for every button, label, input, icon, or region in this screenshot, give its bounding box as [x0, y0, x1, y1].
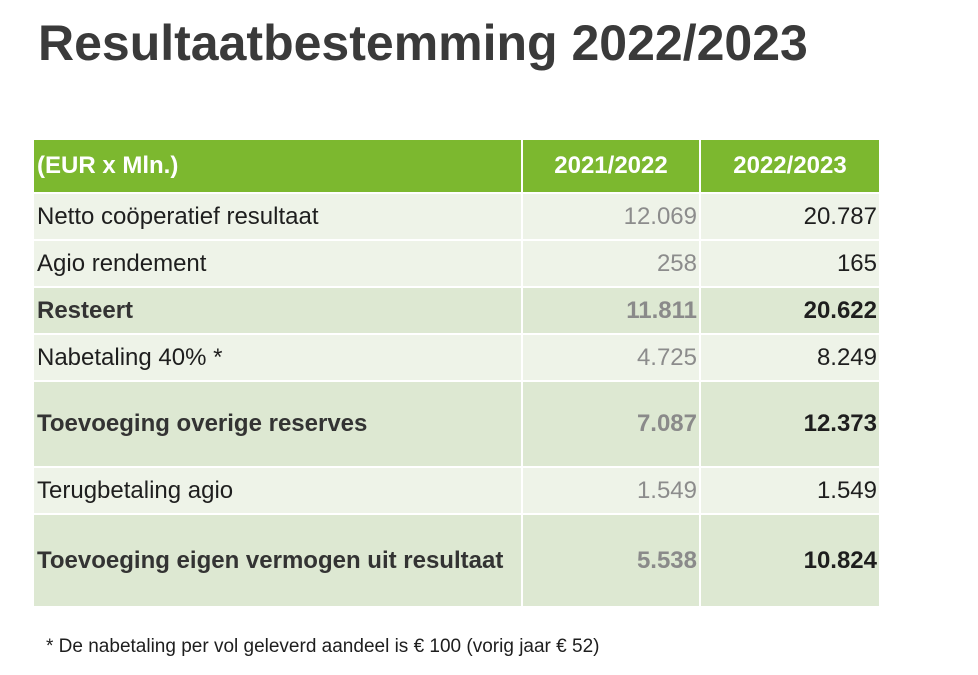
row-value-2021-2022: 11.811 [522, 286, 701, 334]
header-year-2022-2023: 2022/2023 [700, 140, 879, 193]
row-label: Netto coöperatief resultaat [34, 192, 523, 240]
table-row-subtotal: Toevoeging overige reserves 7.087 12.373 [34, 380, 879, 467]
row-value-2022-2023: 10.824 [700, 513, 879, 606]
row-label: Agio rendement [34, 239, 523, 287]
row-value-2022-2023: 1.549 [700, 466, 879, 514]
row-value-2021-2022: 4.725 [522, 333, 701, 381]
table-header-row: (EUR x Mln.) 2021/2022 2022/2023 [34, 140, 879, 193]
row-value-2021-2022: 1.549 [522, 466, 701, 514]
table-row: Netto coöperatief resultaat 12.069 20.78… [34, 192, 879, 240]
row-value-2022-2023: 12.373 [700, 380, 879, 467]
row-value-2021-2022: 5.538 [522, 513, 701, 606]
row-label: Terugbetaling agio [34, 466, 523, 514]
table-row: Terugbetaling agio 1.549 1.549 [34, 466, 879, 514]
row-label: Resteert [34, 286, 523, 334]
row-value-2021-2022: 258 [522, 239, 701, 287]
page-title: Resultaatbestemming 2022/2023 [38, 15, 808, 71]
row-value-2022-2023: 20.622 [700, 286, 879, 334]
results-table: (EUR x Mln.) 2021/2022 2022/2023 Netto c… [34, 140, 879, 606]
row-value-2022-2023: 20.787 [700, 192, 879, 240]
row-value-2022-2023: 8.249 [700, 333, 879, 381]
table-row-total: Toevoeging eigen vermogen uit resultaat … [34, 513, 879, 606]
row-label: Nabetaling 40% * [34, 333, 523, 381]
table-row: Nabetaling 40% * 4.725 8.249 [34, 333, 879, 381]
table-row: Agio rendement 258 165 [34, 239, 879, 287]
table-row-subtotal: Resteert 11.811 20.622 [34, 286, 879, 334]
row-value-2021-2022: 12.069 [522, 192, 701, 240]
row-value-2021-2022: 7.087 [522, 380, 701, 467]
row-label: Toevoeging overige reserves [34, 380, 523, 467]
row-value-2022-2023: 165 [700, 239, 879, 287]
header-year-2021-2022: 2021/2022 [522, 140, 701, 193]
footnote: * De nabetaling per vol geleverd aandeel… [46, 636, 600, 657]
row-label: Toevoeging eigen vermogen uit resultaat [34, 513, 523, 606]
header-unit: (EUR x Mln.) [34, 140, 523, 193]
